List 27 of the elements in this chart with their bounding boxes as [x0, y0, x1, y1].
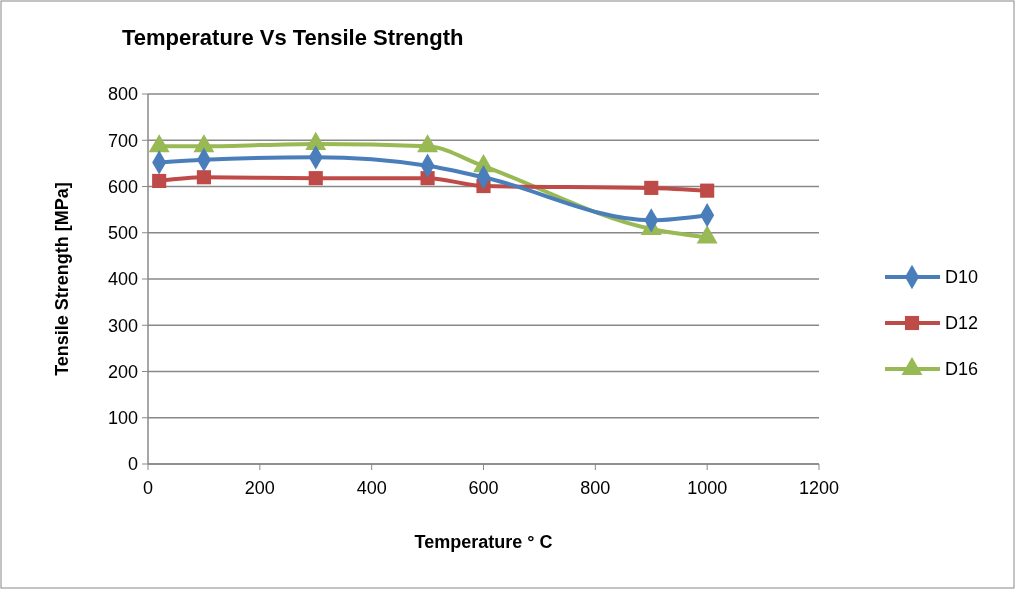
chart-title: Temperature Vs Tensile Strength [122, 25, 464, 50]
y-tick-label: 100 [107, 408, 138, 429]
x-axis-title: Temperature ° C [414, 532, 553, 552]
y-tick-label: 700 [107, 130, 138, 151]
y-axis-title: Tensile Strength [MPa] [52, 182, 72, 376]
y-tick-label: 300 [107, 315, 138, 336]
y-tick-label: 400 [107, 269, 138, 290]
y-tick-label: 600 [107, 176, 138, 197]
x-tick-label: 400 [356, 478, 387, 498]
x-tick-label: 600 [468, 478, 499, 498]
y-tick-label: 200 [107, 361, 138, 382]
legend-label: D16 [945, 359, 979, 380]
point [152, 173, 167, 189]
y-tick-label: 0 [127, 454, 138, 475]
point [644, 180, 659, 195]
point [700, 183, 715, 198]
point [308, 171, 323, 186]
x-tick-label: 1200 [798, 478, 840, 498]
legend-label: D10 [945, 267, 979, 288]
y-tick-label: 500 [107, 223, 138, 244]
x-tick-label: 1000 [687, 478, 728, 498]
y-tick-label: 800 [107, 84, 138, 105]
x-tick-label: 0 [142, 478, 154, 498]
x-tick-label: 200 [244, 478, 275, 498]
point [196, 170, 211, 185]
legend-label: D12 [945, 313, 979, 334]
x-tick-label: 800 [580, 478, 611, 498]
